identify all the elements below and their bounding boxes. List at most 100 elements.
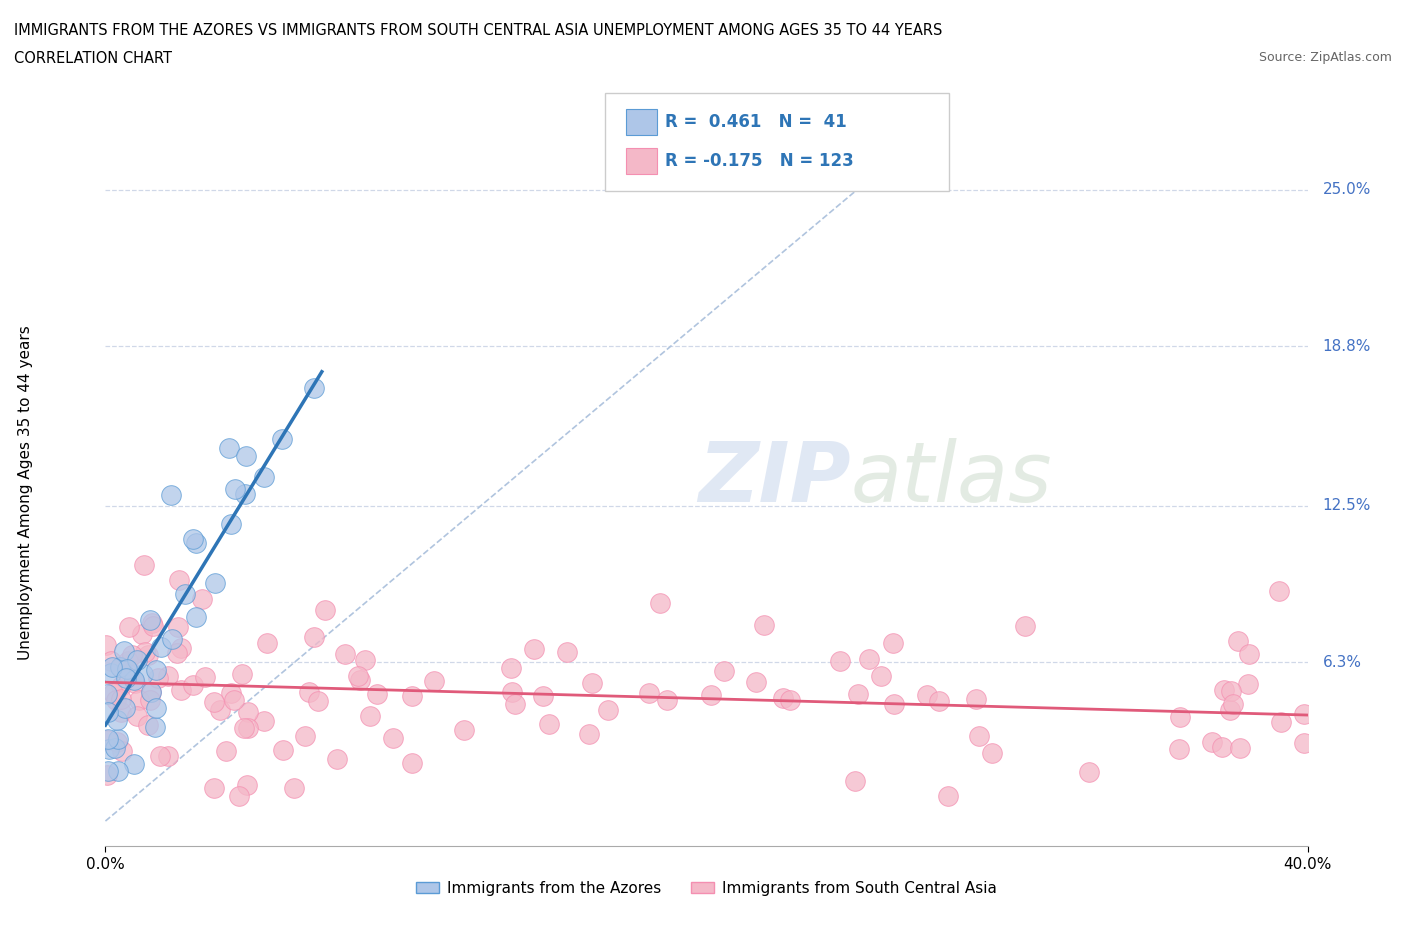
Point: [1219, 702, 1241, 717]
Point: [131, 667, 153, 682]
Point: [159, 488, 181, 503]
Point: [146, 671, 169, 686]
Point: [101, 685, 124, 700]
Point: [1294, 707, 1316, 722]
Point: [222, 692, 245, 707]
Point: [224, 482, 246, 497]
Point: [115, 662, 138, 677]
Point: [108, 659, 131, 674]
Point: [744, 674, 766, 689]
Point: [157, 669, 180, 684]
Point: [283, 781, 305, 796]
Point: [936, 789, 959, 804]
Point: [928, 694, 950, 709]
Point: [134, 644, 156, 659]
Point: [110, 705, 132, 720]
Point: [700, 687, 723, 702]
Point: [846, 686, 869, 701]
Text: Source: ZipAtlas.com: Source: ZipAtlas.com: [1258, 51, 1392, 64]
Point: [136, 647, 159, 662]
Text: 12.5%: 12.5%: [1323, 498, 1371, 513]
Point: [112, 644, 135, 658]
Point: [105, 693, 128, 708]
Point: [325, 751, 347, 766]
Point: [1014, 618, 1036, 633]
Point: [578, 726, 600, 741]
Point: [531, 688, 554, 703]
Text: CORRELATION CHART: CORRELATION CHART: [14, 51, 172, 66]
Point: [122, 672, 145, 687]
Point: [100, 666, 122, 681]
Point: [215, 744, 238, 759]
Point: [453, 723, 475, 737]
Point: [359, 709, 381, 724]
Point: [117, 667, 139, 682]
Point: [1219, 684, 1241, 698]
Point: [366, 687, 388, 702]
Text: 6.3%: 6.3%: [1323, 655, 1361, 670]
Point: [967, 728, 990, 743]
Point: [105, 712, 128, 727]
Point: [97, 705, 120, 720]
Point: [97, 764, 120, 778]
Text: ZIP: ZIP: [699, 438, 851, 519]
Point: [107, 732, 129, 747]
Point: [115, 671, 138, 685]
Point: [1267, 584, 1289, 599]
Point: [138, 718, 160, 733]
Point: [96, 767, 118, 782]
Point: [150, 640, 173, 655]
Text: Unemployment Among Ages 35 to 44 years: Unemployment Among Ages 35 to 44 years: [18, 326, 32, 660]
Point: [1211, 739, 1233, 754]
Point: [1077, 764, 1099, 779]
Point: [713, 663, 735, 678]
Point: [1168, 710, 1191, 724]
Point: [1213, 683, 1236, 698]
Point: [160, 631, 183, 646]
Point: [166, 619, 188, 634]
Point: [523, 642, 546, 657]
Point: [186, 536, 208, 551]
Point: [882, 635, 904, 650]
Point: [96, 732, 118, 747]
Point: [170, 683, 193, 698]
Text: 18.8%: 18.8%: [1323, 339, 1371, 354]
Point: [1292, 736, 1315, 751]
Point: [1229, 740, 1251, 755]
Point: [181, 532, 204, 547]
Point: [655, 693, 678, 708]
Point: [104, 740, 127, 755]
Point: [253, 470, 276, 485]
Point: [256, 635, 278, 650]
Text: R =  0.461   N =  41: R = 0.461 N = 41: [665, 113, 846, 131]
Text: IMMIGRANTS FROM THE AZORES VS IMMIGRANTS FROM SOUTH CENTRAL ASIA UNEMPLOYMENT AM: IMMIGRANTS FROM THE AZORES VS IMMIGRANTS…: [14, 23, 942, 38]
Point: [236, 720, 259, 735]
Point: [202, 695, 225, 710]
Point: [302, 630, 325, 644]
Point: [97, 742, 120, 757]
Point: [346, 669, 368, 684]
Point: [97, 732, 120, 747]
Point: [139, 684, 162, 699]
Point: [184, 610, 207, 625]
Point: [401, 688, 423, 703]
Point: [142, 618, 165, 633]
Point: [401, 755, 423, 770]
Point: [501, 684, 523, 699]
Point: [131, 626, 153, 641]
Point: [844, 774, 866, 789]
Point: [221, 685, 243, 700]
Point: [915, 688, 938, 703]
Point: [122, 757, 145, 772]
Point: [96, 687, 118, 702]
Point: [170, 641, 193, 656]
Point: [270, 432, 292, 446]
Point: [538, 717, 561, 732]
Point: [110, 743, 132, 758]
Point: [141, 616, 163, 631]
Point: [503, 697, 526, 711]
Point: [1237, 646, 1260, 661]
Point: [596, 702, 619, 717]
Point: [349, 672, 371, 687]
Point: [294, 729, 316, 744]
